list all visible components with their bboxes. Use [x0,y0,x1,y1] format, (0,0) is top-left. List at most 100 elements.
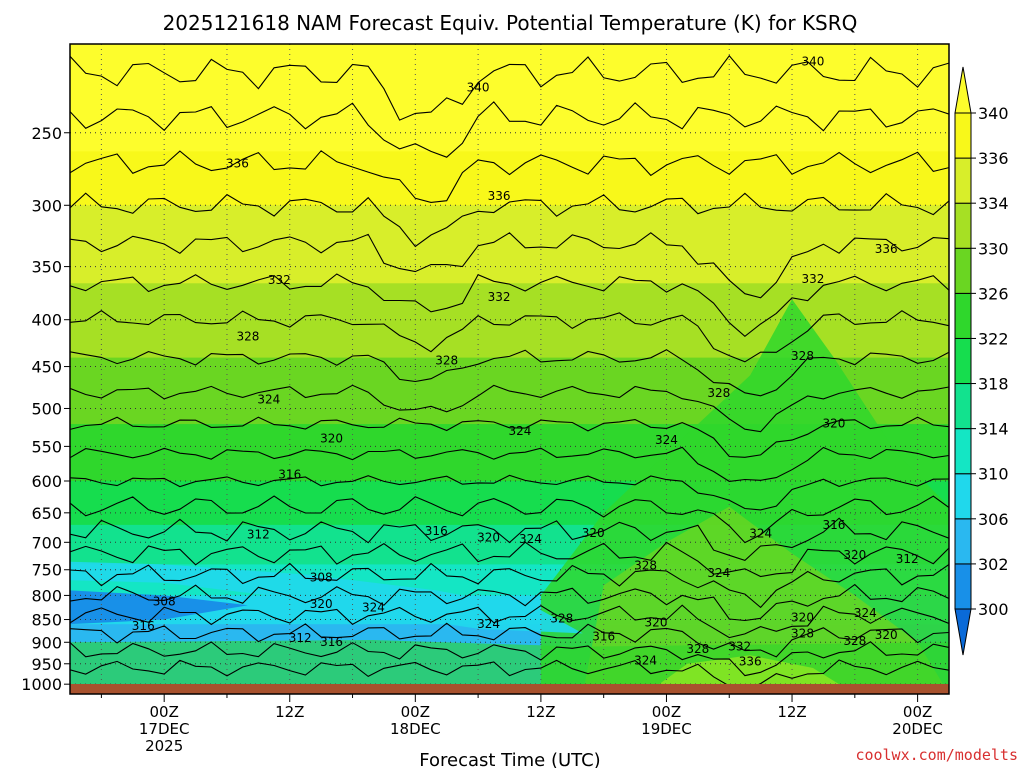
x-axis-label: Forecast Time (UTC) [419,750,600,768]
plot-area [70,44,949,694]
contour-labels: 3403403363363363323323323283283283283243… [132,55,919,669]
contour-line [70,192,949,248]
contour-line [70,541,949,578]
colorbar-label: 326 [978,284,1009,303]
colorbar-label: 306 [978,510,1009,529]
y-tick-label: 750 [31,561,62,580]
colorbar-segment [954,428,972,475]
contour-label: 332 [728,640,751,654]
colorbar-segment [954,112,972,159]
contour-label: 332 [268,273,291,287]
contour-label: 312 [896,552,919,566]
contour-label: 336 [226,156,249,170]
contour-label: 324 [477,617,500,631]
contour-line [70,517,949,562]
y-tick-label: 850 [31,611,62,630]
boundary-layer [70,640,949,694]
field-band [70,151,949,207]
x-tick-label: 20DEC [892,720,943,738]
colorbar-label: 322 [978,329,1009,348]
colorbar-label: 318 [978,375,1009,394]
contour-label: 324 [707,566,730,580]
contour-label: 324 [854,606,877,620]
colorbar-segment [954,563,972,610]
y-tick-label: 500 [31,399,62,418]
contour-label: 320 [645,615,668,629]
y-axis: 250 300 350 400 450 500 550 600 650 700 750 800 850 9… [21,124,70,694]
contour-line [70,604,949,639]
contour-label: 320 [310,597,333,611]
colorbar-label: 302 [978,555,1009,574]
contour-line [70,562,949,609]
contour-line [70,622,949,658]
contour-label: 320 [477,531,500,545]
contour-label: 340 [467,80,490,94]
contour-label: 324 [362,601,385,615]
y-tick-label: 550 [31,437,62,456]
contour-label: 328 [791,349,814,363]
contour-line [70,349,949,397]
credit-text: coolwx.com/modelts [855,746,1018,764]
contour-line [70,416,949,458]
colorbar-segment [954,247,972,294]
contour-label: 312 [289,631,312,645]
cold-core [70,590,248,625]
contour-label: 332 [802,272,825,286]
contour-line [70,101,949,158]
contour-label: 316 [320,635,343,649]
contour-label: 324 [749,527,772,541]
contour-label: 308 [153,594,176,608]
x-tick-label: 12Z [275,703,304,721]
contour-label: 332 [488,290,511,304]
contour-line [70,150,949,203]
colorbar-segment [954,157,972,204]
contour-label: 320 [320,431,343,445]
contour-label: 336 [739,655,762,669]
contour-label: 328 [435,353,458,367]
contour-line [70,474,949,511]
contour-line [70,446,949,482]
y-tick-label: 950 [31,655,62,674]
x-tick-label: 00Z [149,703,178,721]
contour-label: 312 [247,527,270,541]
contour-label: 320 [582,526,605,540]
contour-label: 324 [634,653,657,667]
x-tick-label: 00Z [401,703,430,721]
colorbar: 300 302 306 310 314 318 322 326 330 334 336 340 [954,66,1009,656]
contour-label: 328 [843,634,866,648]
contour-label: 320 [791,611,814,625]
y-tick-label: 650 [31,504,62,523]
colorbar-min-arrow [954,608,972,656]
contour-label: 324 [257,393,280,407]
y-tick-label: 350 [31,258,62,277]
contour-label: 340 [802,55,825,69]
x-tick-label: 2025 [145,737,183,755]
colorbar-segment [954,473,972,520]
x-tick-label: 00Z [903,703,932,721]
colorbar-segment [954,383,972,430]
y-tick-label: 300 [31,196,62,215]
contour-line [70,232,949,299]
y-tick-label: 450 [31,358,62,377]
plot-frame [69,43,950,695]
contour-label: 336 [875,242,898,256]
cool-wedge [70,561,583,634]
y-tick-label: 800 [31,586,62,605]
y-tick-label: 1000 [21,675,62,694]
contour-label: 316 [822,518,845,532]
contour-label: 328 [707,386,730,400]
x-tick-label: 00Z [652,703,681,721]
colorbar-label: 336 [978,149,1009,168]
x-tick-label: 12Z [777,703,806,721]
contour-label: 328 [634,558,657,572]
chart-title: 2025121618 NAM Forecast Equiv. Potential… [163,11,858,35]
contour-line [70,54,949,121]
y-tick-label: 400 [31,311,62,330]
colorbar-label: 310 [978,465,1009,484]
contour-line [70,495,949,544]
contour-label: 308 [310,571,333,585]
contour-line [70,583,949,622]
x-tick-label: 18DEC [390,720,441,738]
